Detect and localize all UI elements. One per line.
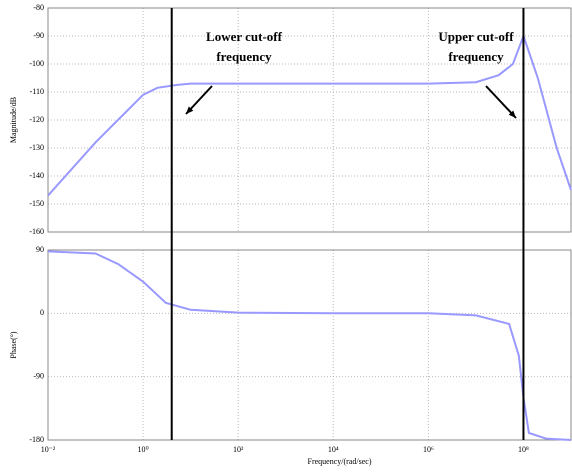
y-tick-label: -140	[29, 171, 44, 180]
line-series	[47, 250, 572, 441]
arrow-head	[508, 110, 516, 118]
y-tick-label: -130	[29, 143, 44, 152]
arrow-head	[186, 106, 194, 114]
x-tick-label: 10²	[233, 445, 244, 454]
y-tick-label: -90	[33, 31, 44, 40]
line-series	[47, 33, 572, 197]
x-axis-label: Frequency/(rad/sec)	[308, 457, 372, 466]
y-tick-label: -180	[29, 435, 44, 444]
y-tick-label: -160	[29, 227, 44, 236]
y-tick-label: 90	[36, 245, 44, 254]
x-tick-label: 10⁰	[137, 445, 148, 454]
x-tick-label: 10⁴	[328, 445, 339, 454]
y-tick-label: -90	[33, 371, 44, 380]
plot-frame	[47, 249, 572, 441]
y-tick-label: -150	[29, 199, 44, 208]
x-tick-label: 10⁸	[518, 445, 529, 454]
y-axis-label: Phase(°)	[9, 331, 18, 359]
y-tick-label: -120	[29, 115, 44, 124]
annotation: frequency	[216, 49, 272, 64]
y-axis-label: Magnitude/dB	[9, 97, 18, 143]
x-tick-label: 10⁻²	[41, 445, 56, 454]
annotation: frequency	[448, 49, 504, 64]
y-tick-label: -100	[29, 59, 44, 68]
y-tick-label: 0	[40, 308, 44, 317]
annotation: Upper cut-off	[438, 29, 514, 44]
y-tick-label: -110	[30, 87, 44, 96]
plot-frame	[47, 7, 572, 233]
x-tick-label: 10⁶	[423, 445, 434, 454]
annotation: Lower cut-off	[206, 29, 283, 44]
y-tick-label: -80	[33, 3, 44, 12]
